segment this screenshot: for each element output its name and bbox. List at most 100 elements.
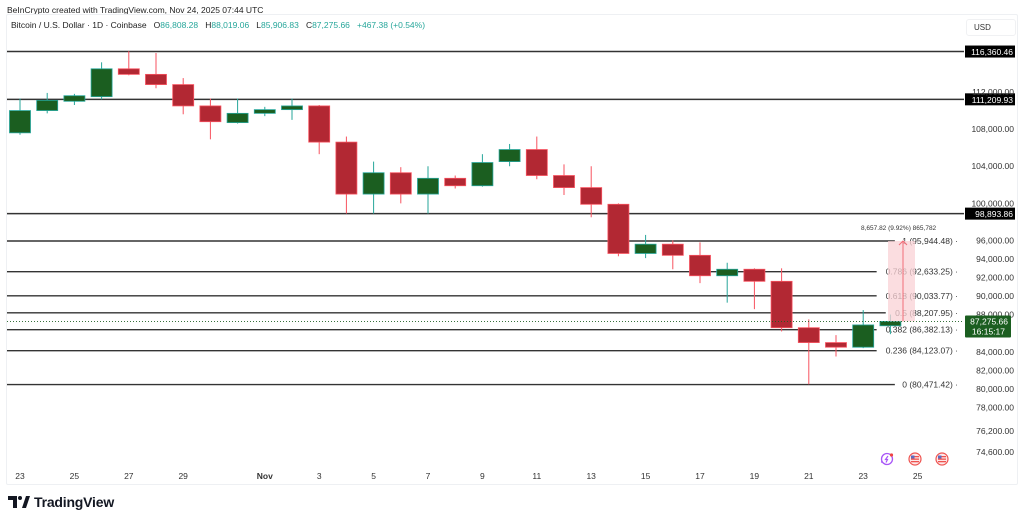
price-axis[interactable]: 112,000.00 108,000.00 104,000.00 100,000.00… (7, 87, 1014, 457)
price-tick: 88,000.00 (976, 310, 1014, 320)
candle (172, 84, 195, 107)
last-price: 87,275.66 (970, 316, 1008, 326)
low-label: L (256, 20, 262, 30)
candle (63, 95, 86, 102)
time-tick: 17 (695, 471, 705, 481)
candle (36, 99, 59, 111)
price-tick: 100,000.00 (971, 198, 1014, 208)
price-tick: 104,000.00 (971, 161, 1014, 171)
price-tick: 94,000.00 (976, 254, 1014, 264)
level-label: 98,893.86 (975, 209, 1013, 219)
measure-tool: 8,657.82 (9.92%) 865,782 (861, 225, 937, 322)
time-tick: 15 (641, 471, 651, 481)
ohlc-legend: Bitcoin / U.S. Dollar · 1D · Coinbase O8… (11, 20, 425, 30)
candle (417, 177, 439, 195)
candle (308, 105, 331, 143)
candle (525, 149, 548, 176)
candle (362, 172, 385, 195)
candle (825, 342, 847, 348)
change-value: +467.38 (+0.54%) (357, 20, 426, 30)
tradingview-logo[interactable]: TradingView (8, 494, 114, 510)
time-tick: 19 (750, 471, 760, 481)
candle (689, 254, 711, 277)
time-tick: 25 (913, 471, 923, 481)
time-tick: 27 (124, 471, 134, 481)
chart-frame (6, 14, 1018, 485)
time-tick: 29 (178, 471, 188, 481)
time-tick: 21 (804, 471, 814, 481)
candle (634, 243, 657, 254)
us-flag-event-icon[interactable] (935, 452, 949, 466)
candle (471, 162, 494, 187)
time-tick: 3 (317, 471, 322, 481)
close-value: 87,275.66 (312, 20, 350, 30)
candle (199, 105, 222, 123)
level-label: 111,209.93 (972, 95, 1014, 105)
fib-label: 0.786 (92,633.25) · (886, 267, 958, 277)
candle (661, 243, 684, 256)
symbol-title[interactable]: Bitcoin / U.S. Dollar · 1D · Coinbase (11, 20, 147, 30)
time-tick: 23 (15, 471, 25, 481)
candle (879, 321, 902, 327)
chart-credit: BeInCrypto created with TradingView.com,… (7, 5, 264, 15)
price-tick: 96,000.00 (976, 235, 1014, 245)
candle (117, 68, 140, 75)
time-tick: 11 (532, 471, 541, 481)
price-tick: 90,000.00 (976, 291, 1014, 301)
time-tick: 23 (858, 471, 868, 481)
fib-label: 0.382 (86,382.13) · (886, 325, 958, 335)
price-tick: 80,000.00 (976, 384, 1014, 394)
open-label: O (153, 20, 161, 30)
fib-label: 0.618 (90,033.77) · (886, 291, 958, 301)
fib-label: 0 (80,471.42) · (902, 380, 958, 390)
tradingview-logo-text: TradingView (34, 494, 115, 510)
price-tick: 74,600.00 (976, 447, 1014, 457)
price-tick: 108,000.00 (971, 124, 1014, 134)
candle (580, 187, 603, 205)
candle (498, 149, 521, 162)
candle (90, 68, 113, 98)
time-tick: 25 (70, 471, 80, 481)
open-value: 86,808.28 (160, 20, 199, 30)
us-flag-event-icon[interactable] (908, 452, 922, 466)
measure-label: 8,657.82 (9.92%) 865,782 (861, 225, 937, 232)
candle (852, 324, 875, 348)
low-value: 85,906.83 (261, 20, 299, 30)
candle (9, 110, 31, 134)
time-tick: 7 (426, 471, 431, 481)
time-tick: 5 (371, 471, 376, 481)
fib-label: 1 (95,944.48) · (902, 236, 958, 246)
price-tick: 76,200.00 (976, 426, 1014, 436)
candles (9, 51, 902, 385)
time-axis[interactable]: 23 25 27 29 Nov 3 5 7 9 11 13 15 17 19 21 23 25 (15, 471, 922, 481)
fib-label: 0.5 (88,207.95) · (895, 308, 958, 318)
level-label: 116,360.46 (971, 47, 1013, 57)
candle (335, 141, 358, 195)
candle (444, 177, 467, 187)
flash-sparkle-icon[interactable] (880, 452, 894, 466)
price-tick: 78,000.00 (976, 403, 1014, 413)
candle (770, 280, 793, 329)
time-tick: Nov (257, 471, 273, 481)
price-tick: 82,000.00 (976, 365, 1014, 375)
fibonacci-retracement: 1 (95,944.48) · 0.786 (92,633.25) · 0.618 … (7, 236, 958, 390)
price-tick: 112,000.00 (972, 87, 1014, 97)
candle (797, 327, 820, 343)
candle (281, 105, 303, 111)
candle-countdown: 16:15:17 (972, 326, 1005, 336)
close-label: C (305, 20, 313, 30)
time-tick: 9 (480, 471, 485, 481)
candle (253, 109, 276, 114)
fib-label: 0.236 (84,123.07) · (886, 346, 958, 356)
high-value: 88,019.06 (211, 20, 250, 30)
price-tick: 92,000.00 (976, 273, 1014, 283)
candle (226, 112, 249, 124)
price-tick: 84,000.00 (976, 347, 1014, 357)
currency-button[interactable]: USD (966, 19, 1016, 36)
high-label: H (205, 20, 212, 30)
tradingview-logo-icon (8, 496, 30, 508)
candle (553, 175, 575, 188)
candle (607, 203, 630, 254)
candle (145, 73, 167, 85)
